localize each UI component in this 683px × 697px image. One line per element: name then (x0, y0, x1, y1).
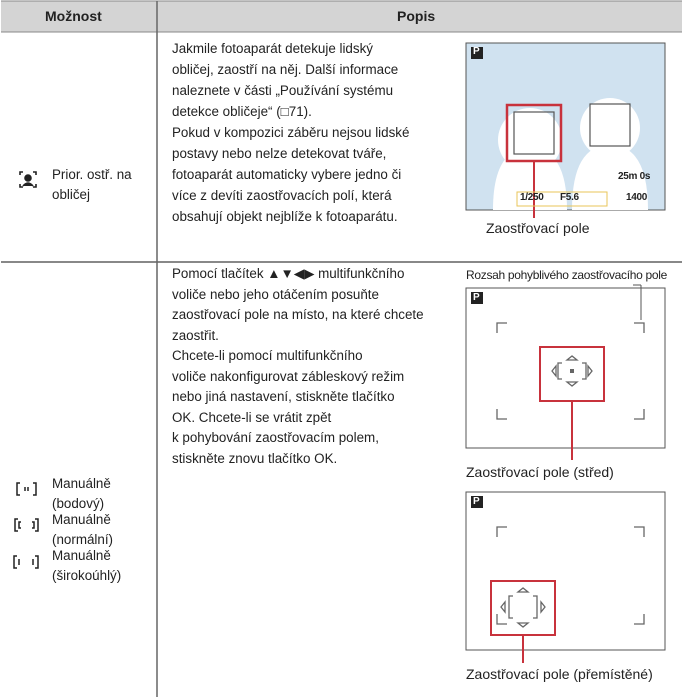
option-label: Manuálně (52, 512, 111, 527)
screen-text: P (473, 496, 480, 507)
screen-text: 1400 (626, 192, 648, 203)
option-label: (normální) (52, 532, 114, 547)
screen-text: 25m 0s (618, 171, 651, 182)
description-line: Pokud v kompozici záběru nejsou lidské (172, 125, 410, 140)
option-label: Manuálně (52, 548, 111, 563)
screen-text: F5.6 (560, 192, 579, 203)
description-line: voliče nebo jeho otáčením posuňte (172, 286, 379, 302)
figure-caption: Zaostřovací pole (486, 220, 590, 236)
option-label: (bodový) (52, 496, 105, 511)
description-line: zaostřit. (172, 327, 219, 343)
description-line: postavy nebo nelze detekovat tváře, (172, 146, 387, 161)
screen-text: P (473, 292, 480, 303)
description-line: více z devíti zaostřovacích polí, která (172, 188, 392, 203)
column-header: Popis (397, 8, 436, 24)
option-label: obličej (52, 187, 90, 202)
option-label: (širokoúhlý) (52, 568, 122, 583)
option-label: Manuálně (52, 476, 111, 491)
description-line: obličej, zaostří na něj. Další informace (172, 62, 399, 77)
column-header: Možnost (45, 8, 102, 24)
figure-caption: Rozsah pohyblivého zaostřovacího pole (466, 268, 668, 282)
description-line: Pomocí tlačítek ▲▼◀▶ multifunkčního (172, 266, 405, 281)
description-line: OK. Chcete-li se vrátit zpět (172, 409, 332, 425)
description-line: voliče nakonfigurovat zábleskový režim (172, 368, 405, 384)
description-line: fotoaparát automaticky vybere jedno či (172, 167, 402, 182)
description-line: stiskněte znovu tlačítko OK. (172, 450, 338, 466)
description-line: obsahují objekt nejblíže k fotoaparátu. (172, 209, 398, 224)
figure-caption: Zaostřovací pole (střed) (466, 464, 614, 480)
description-line: naleznete v části „Používání systému (172, 83, 394, 98)
description-line: Chcete-li pomocí multifunkčního (172, 348, 363, 363)
figure-caption: Zaostřovací pole (přemístěné) (466, 666, 653, 682)
description-line: k pohybování zaostřovacím polem, (172, 430, 379, 445)
screen-text: 1/250 (520, 192, 544, 203)
description-line: nebo jiná nastavení, stiskněte tlačítko (172, 389, 395, 404)
screen-text: P (473, 46, 480, 57)
description-line: detekce obličeje“ (□71). (172, 104, 312, 119)
option-label: Prior. ostř. na (52, 167, 132, 182)
description-line: Jakmile fotoaparát detekuje lidský (172, 41, 373, 56)
description-line: zaostřovací pole na místo, na které chce… (172, 307, 424, 322)
